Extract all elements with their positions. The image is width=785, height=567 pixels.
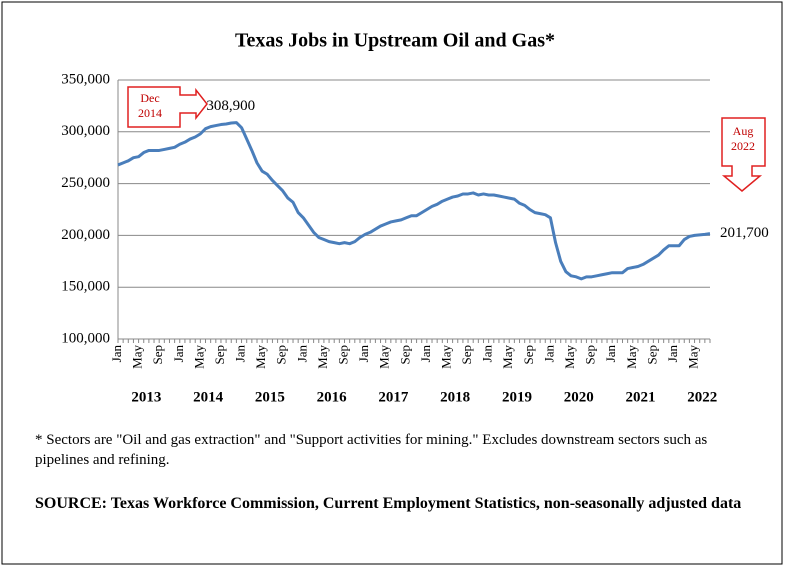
annotation-text: Dec: [140, 91, 159, 105]
year-label: 2014: [193, 389, 224, 405]
x-tick-label: Jan: [603, 345, 618, 363]
x-tick-label: May: [253, 345, 268, 369]
footnote: * Sectors are "Oil and gas extraction" a…: [35, 432, 708, 468]
x-tick-label: May: [624, 345, 639, 369]
annotation-text: 2022: [731, 139, 755, 153]
year-label: 2013: [131, 389, 161, 405]
y-tick-label: 200,000: [61, 227, 110, 243]
y-tick-label: 300,000: [61, 123, 110, 139]
year-label: 2022: [687, 389, 717, 405]
x-tick-label: Sep: [335, 345, 350, 365]
x-tick-label: May: [377, 345, 392, 369]
x-tick-label: Sep: [212, 345, 227, 365]
year-label: 2021: [626, 389, 656, 405]
x-tick-label: Jan: [109, 345, 124, 363]
annotation-aug: Aug 2022: [721, 117, 766, 192]
year-label: 2020: [564, 389, 594, 405]
x-tick-label: Jan: [665, 345, 680, 363]
x-tick-label: Jan: [171, 345, 186, 363]
data-line: [117, 121, 711, 281]
y-tick-label: 150,000: [61, 279, 110, 295]
x-tick-label: May: [130, 345, 145, 369]
x-tick-label: Sep: [521, 345, 536, 365]
x-tick-label: May: [315, 345, 330, 369]
x-tick-label: Sep: [150, 345, 165, 365]
y-tick-label: 350,000: [61, 71, 110, 87]
annotation-text: Aug: [733, 124, 754, 138]
year-label: 2016: [317, 389, 348, 405]
x-tick-label: Jan: [541, 345, 556, 363]
x-tick-label: Jan: [418, 345, 433, 363]
x-tick-label: May: [500, 345, 515, 369]
year-label: 2018: [440, 389, 470, 405]
value-label: 201,700: [720, 225, 769, 241]
year-label: 2019: [502, 389, 532, 405]
x-tick-label: Sep: [459, 345, 474, 365]
x-tick-label: Sep: [397, 345, 412, 365]
year-label: 2017: [378, 389, 409, 405]
value-label: 308,900: [206, 98, 255, 114]
year-label: 2015: [255, 389, 285, 405]
x-tick-label: Jan: [233, 345, 248, 363]
x-tick-label: May: [191, 345, 206, 369]
x-tick-label: Jan: [480, 345, 495, 363]
x-tick-label: Jan: [356, 345, 371, 363]
y-tick-label: 100,000: [61, 330, 110, 346]
callout-arrow: [127, 86, 208, 128]
x-tick-label: May: [438, 345, 453, 369]
x-tick-label: May: [686, 345, 701, 369]
source: SOURCE: Texas Workforce Commission, Curr…: [35, 495, 742, 512]
annotation-text: 2014: [138, 106, 162, 120]
x-tick-label: Jan: [294, 345, 309, 363]
x-tick-label: Sep: [274, 345, 289, 365]
x-tick-label: Sep: [644, 345, 659, 365]
chart-title: Texas Jobs in Upstream Oil and Gas*: [235, 30, 555, 52]
x-tick-label: Sep: [583, 345, 598, 365]
annotation-dec: Dec 2014: [127, 86, 208, 128]
x-tick-label: May: [562, 345, 577, 369]
y-tick-label: 250,000: [61, 175, 110, 191]
callout-arrow: [721, 117, 766, 192]
